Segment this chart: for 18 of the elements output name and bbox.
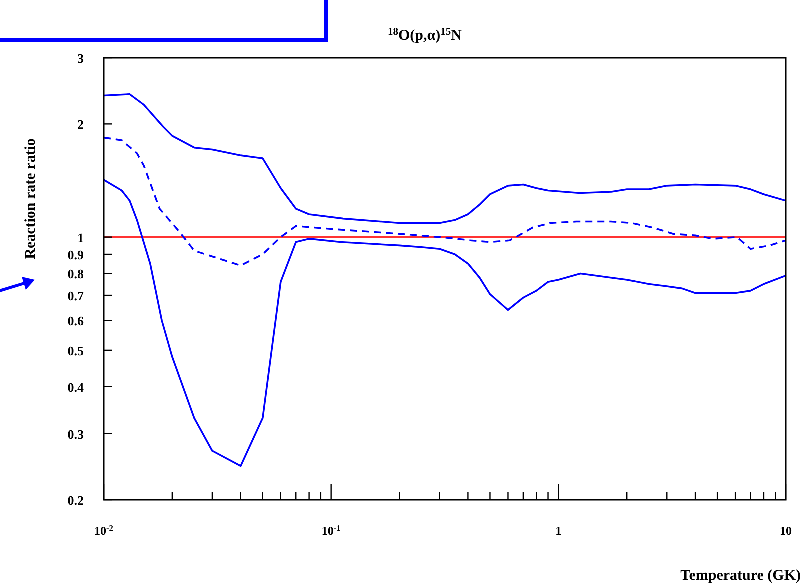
y-tick-label: 0.8 [68, 266, 84, 282]
y-tick-label: 2 [78, 117, 84, 132]
y-tick-label: 1 [78, 230, 84, 246]
y-tick-label: 0.4 [68, 380, 84, 395]
x-tick-label: 10$^{-1}$ [322, 524, 341, 538]
y-tick-label: 0.6 [68, 314, 84, 329]
y-axis-title: Reaction rate ratio [23, 138, 39, 260]
y-tick-label: 0.2 [68, 493, 84, 508]
y-tick-label: 0.9 [68, 248, 84, 263]
y-tick-label: 0.5 [68, 343, 84, 358]
y-tick-label: 0.7 [68, 288, 84, 304]
x-tick-label: 1 [556, 524, 562, 538]
chart-title: $^{18}$O(p,α)$^{15}$N [388, 26, 462, 44]
x-axis-title: Temperature (GK) [680, 568, 801, 584]
x-tick-label: 10 [780, 524, 792, 538]
y-tick-label: 0.3 [68, 426, 84, 442]
x-tick-label: 10$^{-2}$ [94, 524, 114, 538]
y-tick-label: 3 [78, 51, 84, 66]
